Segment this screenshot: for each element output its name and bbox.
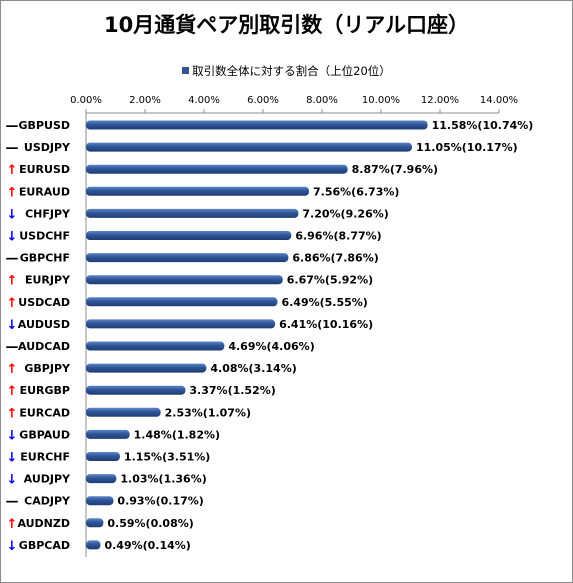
x-tick-label: 10.00% — [362, 95, 400, 106]
data-label: 1.48%(1.82%) — [134, 428, 220, 441]
trend-marker: ↑ — [7, 185, 18, 200]
trend-marker: — — [6, 141, 19, 156]
trend-marker: — — [6, 252, 19, 267]
trend-marker: ↓ — [7, 539, 18, 554]
trend-marker: ↑ — [7, 517, 18, 532]
bar — [86, 186, 310, 196]
x-tick-label: 8.00% — [306, 95, 338, 106]
bar — [86, 496, 114, 506]
bar — [86, 452, 120, 461]
trend-marker: ↓ — [7, 230, 18, 245]
trend-marker: ↑ — [7, 362, 18, 377]
data-label: 0.59%(0.08%) — [107, 517, 193, 530]
bar — [86, 319, 276, 329]
bar — [86, 253, 289, 263]
trend-marker: ↓ — [7, 451, 18, 466]
bar — [86, 518, 104, 528]
category-label: EURCAD — [19, 406, 70, 419]
category-label: EURGBP — [20, 384, 70, 397]
bar — [86, 120, 428, 130]
data-label: 11.58%(10.74%) — [432, 119, 534, 132]
data-label: 2.53%(1.07%) — [165, 406, 251, 419]
data-label: 1.03%(1.36%) — [120, 473, 206, 486]
bar — [86, 540, 101, 550]
trend-marker: ↓ — [7, 428, 18, 443]
chart-title: 10月通貨ペア別取引数（リアル口座） — [103, 13, 469, 37]
bar — [86, 341, 225, 351]
x-tick-label: 2.00% — [129, 95, 161, 106]
x-tick-label: 6.00% — [247, 95, 279, 106]
category-label: USDCAD — [18, 296, 70, 309]
data-label: 0.93%(0.17%) — [117, 495, 203, 508]
trend-marker: ↑ — [7, 274, 18, 289]
trend-marker: ↑ — [7, 384, 18, 399]
bar — [86, 429, 130, 439]
category-label: AUDCAD — [18, 340, 70, 353]
data-label: 6.96%(8.77%) — [295, 230, 381, 243]
bar — [86, 231, 292, 240]
bar — [86, 164, 348, 174]
data-label: 4.69%(4.06%) — [228, 340, 314, 353]
x-tick-label: 4.00% — [188, 95, 220, 106]
data-label: 6.86%(7.86%) — [292, 252, 378, 265]
category-label: GBPJPY — [24, 362, 71, 375]
trend-marker: ↑ — [7, 163, 18, 178]
trend-marker: — — [6, 340, 19, 355]
category-label: CADJPY — [24, 495, 71, 508]
data-label: 4.08%(3.14%) — [210, 362, 296, 375]
category-label: USDCHF — [19, 230, 70, 243]
bar — [86, 297, 278, 307]
bar — [86, 142, 412, 152]
category-label: GBPUSD — [19, 119, 70, 132]
category-label: GBPAUD — [19, 428, 70, 441]
trend-marker: ↓ — [7, 318, 18, 333]
category-label: GBPCAD — [19, 539, 70, 552]
category-label: AUDNZD — [17, 517, 70, 530]
trend-marker: ↓ — [7, 207, 18, 222]
bar — [86, 474, 117, 484]
category-label: GBPCHF — [20, 252, 70, 265]
data-label: 7.56%(6.73%) — [313, 185, 399, 198]
category-label: USDJPY — [24, 141, 71, 154]
trend-marker: ↑ — [7, 406, 18, 421]
category-label: EURCHF — [20, 451, 70, 464]
data-label: 11.05%(10.17%) — [416, 141, 518, 154]
data-label: 7.20%(9.26%) — [302, 207, 388, 220]
chart-legend: 取引数全体に対する割合（上位20位） — [1, 63, 572, 79]
bar — [86, 208, 299, 218]
bar — [86, 363, 207, 373]
data-label: 6.67%(5.92%) — [287, 274, 373, 287]
data-label: 6.41%(10.16%) — [279, 318, 373, 331]
bar — [86, 385, 186, 395]
legend-label: 取引数全体に対する割合（上位20位） — [192, 64, 391, 78]
category-label: CHFJPY — [25, 207, 71, 220]
bar — [86, 275, 283, 285]
x-tick-label: 0.00% — [70, 95, 102, 106]
category-label: EURUSD — [19, 163, 70, 176]
trend-marker: ↓ — [7, 473, 18, 488]
x-tick-label: 12.00% — [421, 95, 459, 106]
data-label: 8.87%(7.96%) — [352, 163, 438, 176]
trend-marker: — — [6, 495, 19, 510]
data-label: 0.49%(0.14%) — [104, 539, 190, 552]
trend-marker: ↑ — [7, 296, 18, 311]
x-tick-label: 14.00% — [480, 95, 518, 106]
category-label: AUDUSD — [18, 318, 70, 331]
data-label: 3.37%(1.52%) — [189, 384, 275, 397]
data-label: 1.15%(3.51%) — [124, 451, 210, 464]
trend-marker: — — [6, 119, 19, 134]
category-label: EURJPY — [25, 274, 71, 287]
legend-swatch — [182, 67, 190, 74]
data-label: 6.49%(5.55%) — [281, 296, 367, 309]
category-label: EURAUD — [19, 185, 70, 198]
category-label: AUDJPY — [24, 473, 71, 486]
bar — [86, 407, 161, 417]
